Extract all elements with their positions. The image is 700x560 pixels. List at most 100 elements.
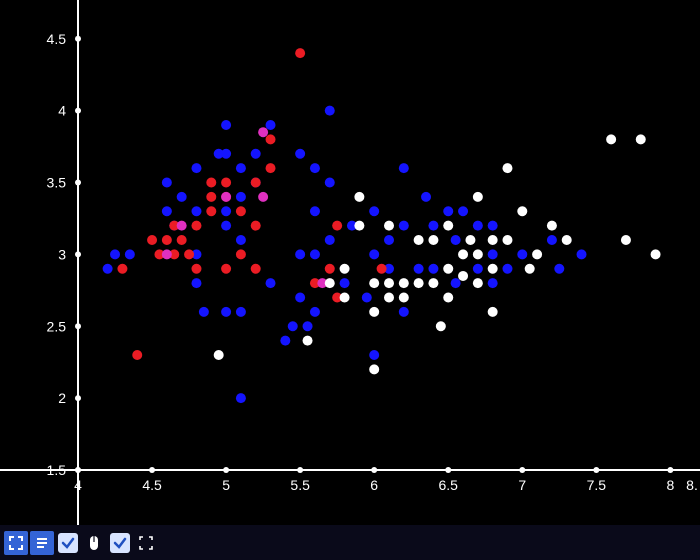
- data-point: [221, 307, 231, 317]
- check-button-1[interactable]: [56, 531, 80, 555]
- data-point: [221, 120, 231, 130]
- data-point: [377, 264, 387, 274]
- data-point: [303, 321, 313, 331]
- data-point: [517, 206, 527, 216]
- data-point: [443, 221, 453, 231]
- data-point: [162, 206, 172, 216]
- x-tick-dot: [667, 467, 673, 473]
- check-button-2[interactable]: [108, 531, 132, 555]
- y-tick-label: 4: [58, 103, 66, 119]
- data-point: [488, 264, 498, 274]
- data-point: [199, 307, 209, 317]
- x-tick-label: 7.5: [587, 477, 607, 493]
- y-tick-dot: [75, 36, 81, 42]
- data-point: [369, 206, 379, 216]
- y-tick-label: 3: [58, 246, 66, 262]
- data-point: [325, 235, 335, 245]
- data-point: [236, 163, 246, 173]
- data-point: [340, 278, 350, 288]
- data-point: [303, 336, 313, 346]
- y-tick-dot: [75, 395, 81, 401]
- data-point: [488, 235, 498, 245]
- x-tick-label: 6.5: [439, 477, 459, 493]
- data-point: [221, 221, 231, 231]
- data-point: [443, 264, 453, 274]
- data-point: [266, 163, 276, 173]
- data-point: [206, 178, 216, 188]
- data-point: [473, 221, 483, 231]
- x-tick-dot: [149, 467, 155, 473]
- data-point: [340, 293, 350, 303]
- data-point: [325, 264, 335, 274]
- expand-icon: [8, 535, 24, 551]
- y-tick-label: 2.5: [47, 318, 67, 334]
- x-tick-dot: [445, 467, 451, 473]
- x-tick-dot: [371, 467, 377, 473]
- data-point: [502, 264, 512, 274]
- data-point: [214, 350, 224, 360]
- data-point: [191, 221, 201, 231]
- data-point: [488, 249, 498, 259]
- data-point: [147, 235, 157, 245]
- expand-button[interactable]: [4, 531, 28, 555]
- data-point: [251, 178, 261, 188]
- data-point: [221, 149, 231, 159]
- x-tick-label: 6: [370, 477, 378, 493]
- data-point: [451, 235, 461, 245]
- chart-svg: 44.555.566.577.588.1.522.533.544.5: [0, 0, 700, 525]
- y-tick-dot: [75, 467, 81, 473]
- data-point: [428, 278, 438, 288]
- data-point: [236, 206, 246, 216]
- data-point: [458, 271, 468, 281]
- data-point: [162, 178, 172, 188]
- data-point: [362, 293, 372, 303]
- toolbar: [0, 525, 700, 560]
- data-point: [473, 278, 483, 288]
- data-point: [399, 278, 409, 288]
- data-point: [443, 206, 453, 216]
- data-point: [110, 249, 120, 259]
- data-point: [177, 221, 187, 231]
- data-point: [354, 192, 364, 202]
- x-tick-label: 4.5: [142, 477, 162, 493]
- x-tick-label: 5.5: [290, 477, 310, 493]
- data-point: [310, 249, 320, 259]
- check-icon: [58, 533, 78, 553]
- x-tick-label-tail: 8.: [686, 477, 698, 493]
- data-point: [191, 163, 201, 173]
- data-point: [236, 393, 246, 403]
- data-point: [369, 364, 379, 374]
- data-point: [443, 293, 453, 303]
- y-tick-dot: [75, 323, 81, 329]
- check-icon: [110, 533, 130, 553]
- data-point: [384, 235, 394, 245]
- data-point: [162, 235, 172, 245]
- data-point: [384, 293, 394, 303]
- mouse-button[interactable]: [82, 531, 106, 555]
- x-tick-label: 7: [518, 477, 526, 493]
- data-point: [251, 149, 261, 159]
- data-point: [458, 206, 468, 216]
- x-tick-dot: [519, 467, 525, 473]
- data-point: [562, 235, 572, 245]
- fullscreen-button[interactable]: [134, 531, 158, 555]
- data-point: [236, 307, 246, 317]
- data-point: [236, 235, 246, 245]
- data-point: [428, 221, 438, 231]
- data-point: [473, 192, 483, 202]
- data-point: [325, 178, 335, 188]
- align-icon: [34, 535, 50, 551]
- data-point: [414, 264, 424, 274]
- data-point: [191, 278, 201, 288]
- data-point: [502, 163, 512, 173]
- data-point: [399, 221, 409, 231]
- data-point: [488, 221, 498, 231]
- x-tick-dot: [297, 467, 303, 473]
- data-point: [184, 249, 194, 259]
- x-tick-label: 8: [666, 477, 674, 493]
- data-point: [310, 307, 320, 317]
- align-button[interactable]: [30, 531, 54, 555]
- data-point: [547, 221, 557, 231]
- data-point: [221, 206, 231, 216]
- data-point: [525, 264, 535, 274]
